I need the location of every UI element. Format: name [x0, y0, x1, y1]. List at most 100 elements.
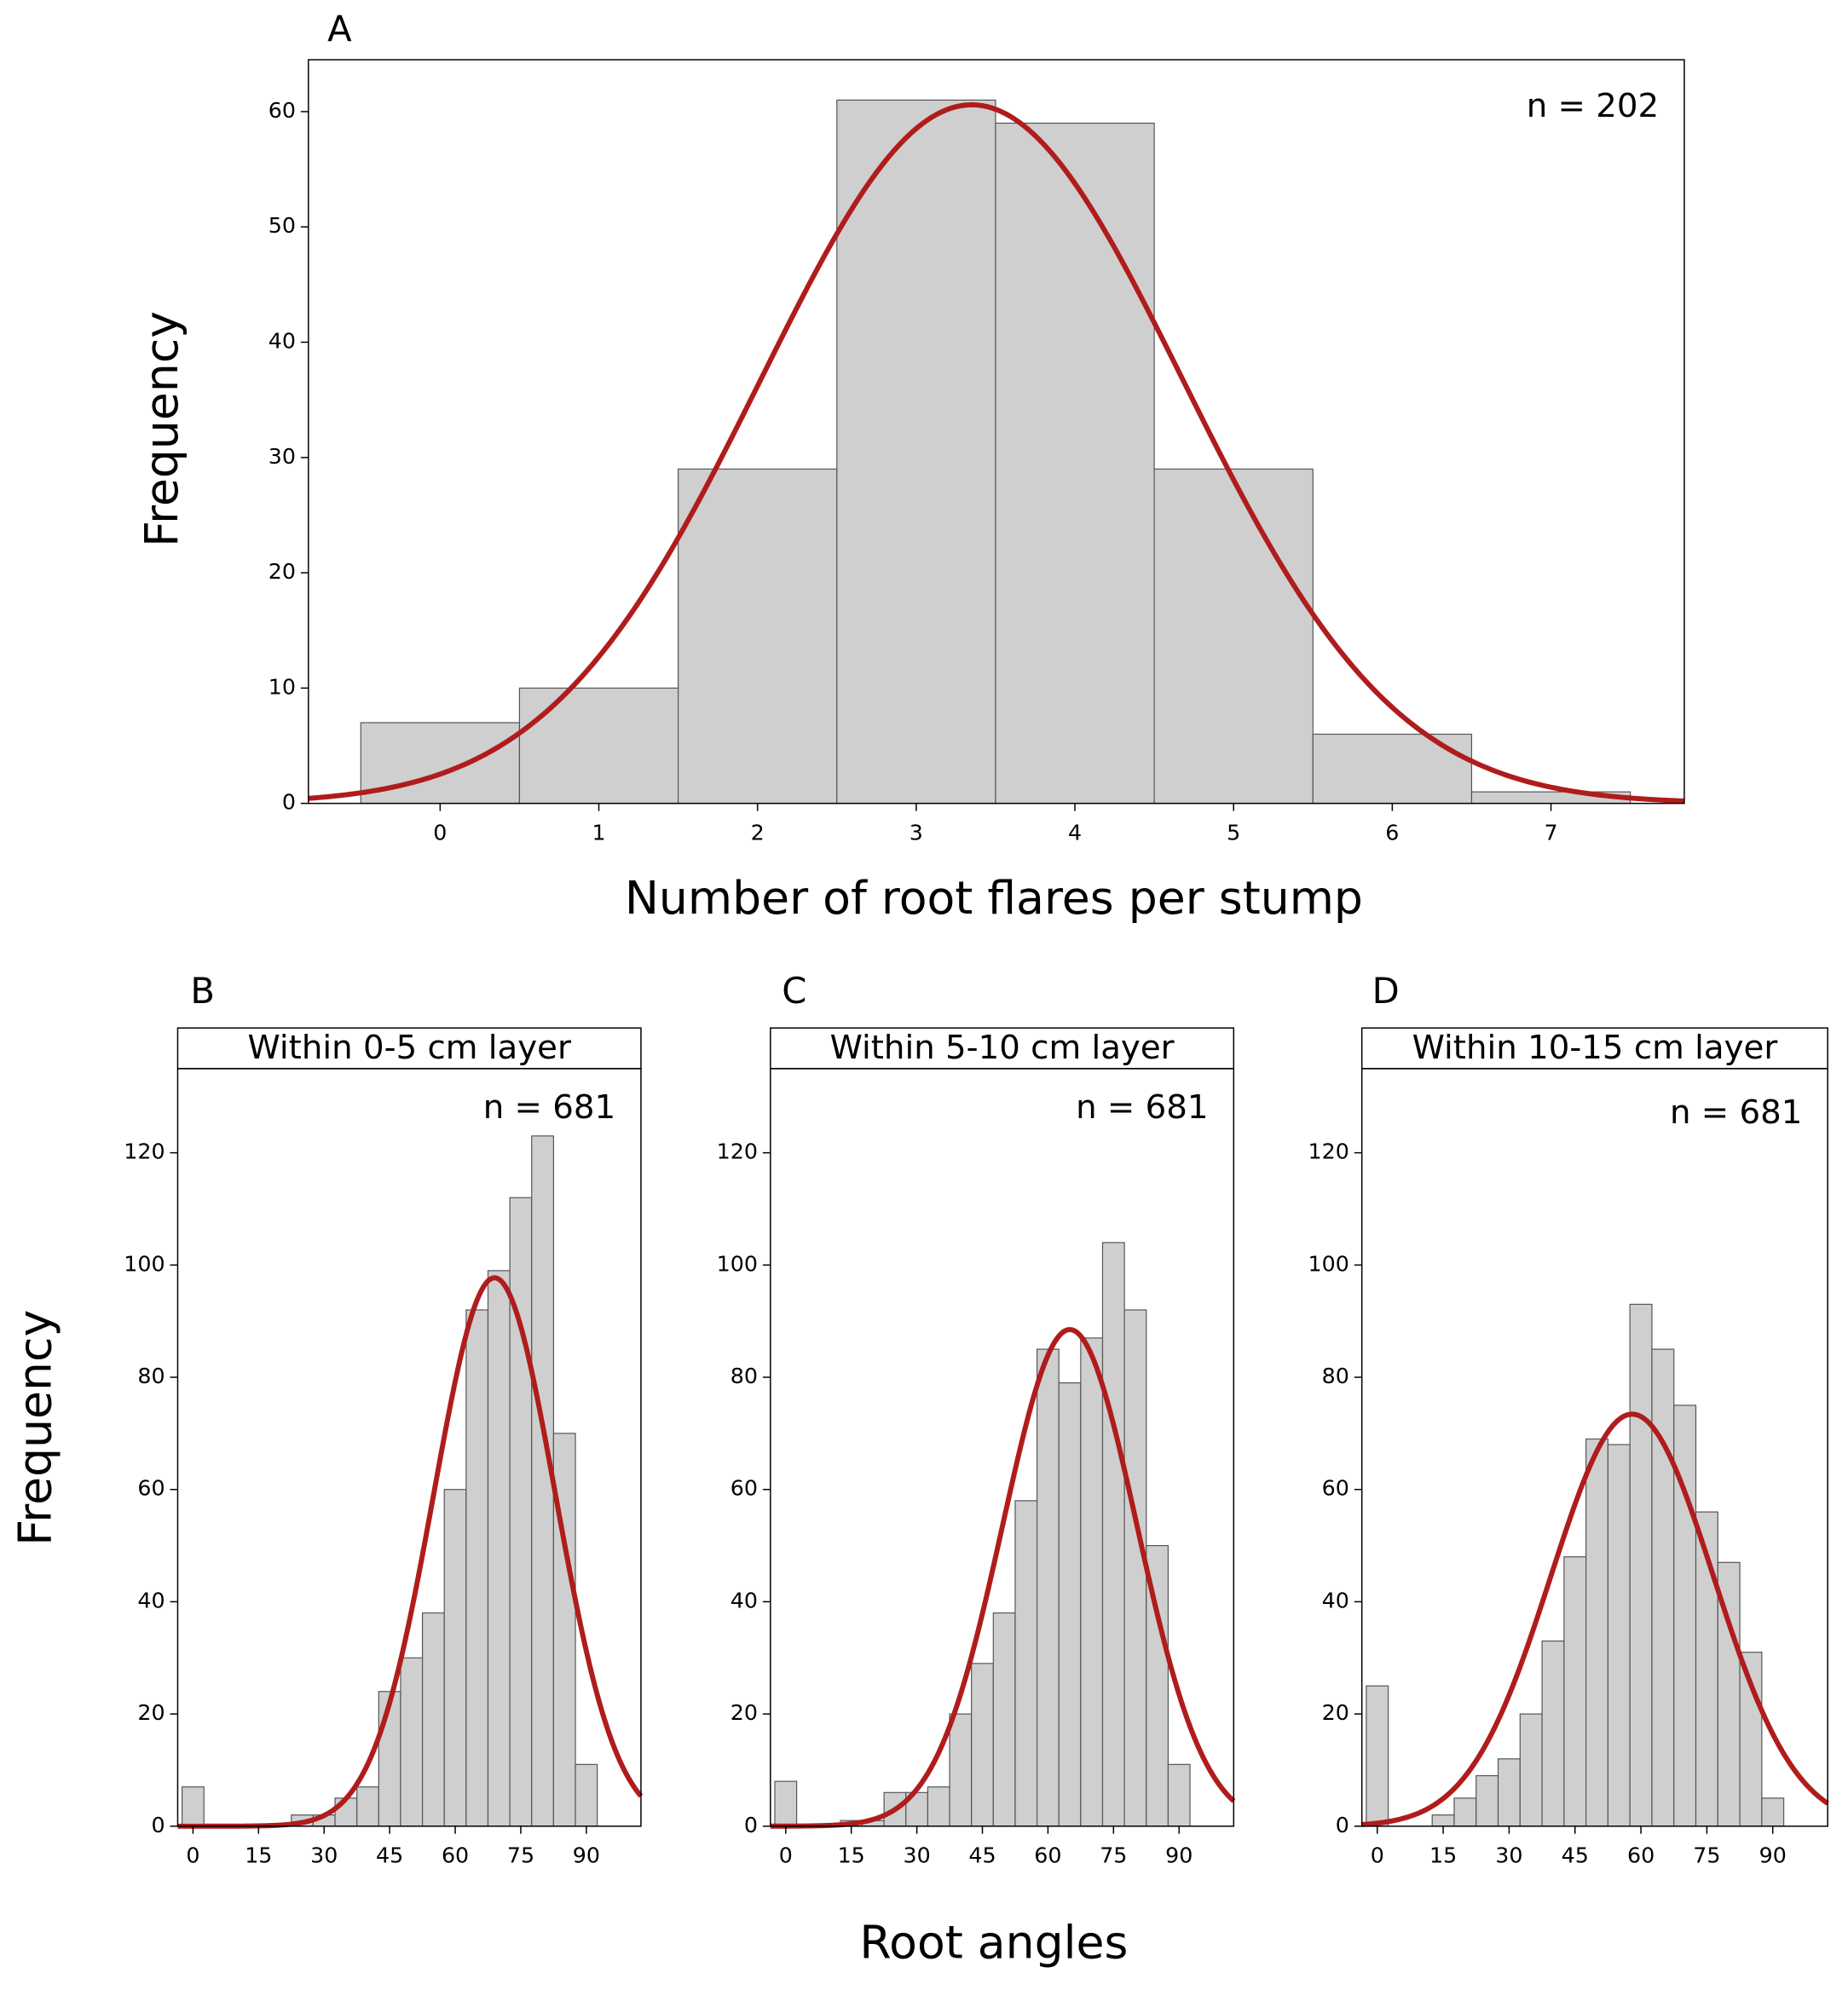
y-tick-label: 80	[1322, 1364, 1349, 1388]
bar	[1651, 1348, 1675, 1827]
bar	[836, 99, 996, 805]
x-tick-label: 75	[1100, 1843, 1127, 1868]
bar	[1585, 1438, 1609, 1827]
bar	[1761, 1797, 1785, 1827]
y-tick-label: 40	[269, 329, 296, 354]
y-tick-label: 100	[717, 1251, 758, 1276]
y-tick-label: 120	[717, 1139, 758, 1164]
bar	[465, 1309, 489, 1827]
y-tick-label: 20	[137, 1700, 165, 1725]
x-tick-label: 30	[310, 1843, 338, 1868]
strip	[770, 1027, 1235, 1070]
bar	[509, 1197, 533, 1827]
y-tick-label: 0	[282, 790, 296, 815]
bar	[1607, 1444, 1631, 1827]
bar	[1519, 1713, 1543, 1827]
bar	[181, 1786, 205, 1827]
y-axis-label: Frequency	[135, 311, 188, 547]
bar	[774, 1780, 798, 1827]
bar	[992, 1612, 1016, 1827]
x-tick-label: 0	[1371, 1843, 1384, 1868]
x-tick-label: 0	[779, 1843, 793, 1868]
y-tick-label: 40	[1322, 1588, 1349, 1612]
x-tick-label: 75	[1693, 1843, 1720, 1868]
x-tick-label: 60	[1627, 1843, 1655, 1868]
x-tick-label: 90	[573, 1843, 600, 1868]
y-tick-label: 20	[731, 1700, 758, 1725]
x-tick-label: 15	[1429, 1843, 1457, 1868]
strip-title: Within 5-10 cm layer	[830, 1029, 1175, 1067]
x-tick-label: 6	[1385, 820, 1399, 845]
bar	[421, 1612, 445, 1827]
sample-size: n = 681	[483, 1088, 615, 1127]
bar	[1312, 733, 1473, 805]
y-tick-label: 60	[137, 1476, 165, 1501]
fit-curve	[308, 102, 1685, 804]
sample-size: n = 202	[1527, 87, 1659, 125]
y-tick-label: 20	[1322, 1700, 1349, 1725]
fit-curve	[1360, 1411, 1829, 1827]
x-tick-label: 45	[376, 1843, 403, 1868]
bar	[1476, 1774, 1499, 1827]
x-tick-label: 15	[245, 1843, 272, 1868]
bar	[531, 1135, 555, 1827]
bar	[1629, 1303, 1653, 1827]
x-tick-label: 60	[1034, 1843, 1061, 1868]
bar	[1563, 1556, 1587, 1827]
y-tick-label: 0	[151, 1813, 165, 1837]
bar	[1167, 1763, 1191, 1827]
x-axis-label: Number of root flares per stump	[625, 871, 1363, 925]
x-tick-label: 1	[592, 820, 605, 845]
y-tick-label: 60	[269, 98, 296, 123]
bar	[1014, 1500, 1038, 1827]
bar	[443, 1489, 467, 1827]
x-tick-label: 30	[1495, 1843, 1522, 1868]
y-tick-label: 80	[731, 1364, 758, 1388]
x-tick-label: 60	[442, 1843, 469, 1868]
y-tick-label: 100	[1308, 1251, 1349, 1276]
x-tick-label: 30	[903, 1843, 930, 1868]
y-tick-label: 80	[137, 1364, 165, 1388]
sample-size: n = 681	[1670, 1093, 1802, 1132]
bar	[518, 687, 679, 805]
panel-letter: B	[190, 970, 215, 1012]
x-tick-label: 5	[1227, 820, 1240, 845]
y-tick-label: 40	[731, 1588, 758, 1612]
plot-frame	[308, 59, 1685, 805]
bar	[487, 1270, 511, 1827]
panel-letter: D	[1372, 970, 1400, 1012]
y-tick-label: 0	[744, 1813, 758, 1837]
bar	[1153, 468, 1314, 805]
strip-title: Within 10-15 cm layer	[1412, 1029, 1778, 1067]
x-tick-label: 45	[1562, 1843, 1589, 1868]
bar	[1541, 1640, 1565, 1827]
y-tick-label: 30	[269, 444, 296, 469]
x-tick-label: 0	[186, 1843, 199, 1868]
y-tick-label: 60	[1322, 1476, 1349, 1501]
strip	[1360, 1027, 1828, 1070]
bar	[1036, 1348, 1060, 1827]
sample-size: n = 681	[1076, 1088, 1208, 1127]
bar	[356, 1786, 379, 1827]
y-tick-label: 50	[269, 213, 296, 238]
x-tick-label: 90	[1165, 1843, 1193, 1868]
y-tick-label: 60	[731, 1476, 758, 1501]
x-tick-label: 0	[433, 820, 447, 845]
x-tick-label: 15	[838, 1843, 865, 1868]
bar	[1497, 1758, 1521, 1827]
fit-curve	[769, 1327, 1236, 1829]
x-tick-label: 45	[968, 1843, 996, 1868]
bar	[1058, 1382, 1082, 1827]
y-tick-label: 40	[137, 1588, 165, 1612]
bar	[1123, 1309, 1147, 1827]
bar	[995, 122, 1155, 805]
y-tick-label: 20	[269, 559, 296, 584]
bar	[1080, 1337, 1104, 1827]
shared-y-label: Frequency	[8, 1310, 61, 1546]
x-tick-label: 75	[507, 1843, 534, 1868]
x-tick-label: 2	[751, 820, 765, 845]
panel-letter: C	[782, 970, 806, 1012]
x-tick-label: 3	[910, 820, 923, 845]
y-tick-label: 100	[124, 1251, 165, 1276]
